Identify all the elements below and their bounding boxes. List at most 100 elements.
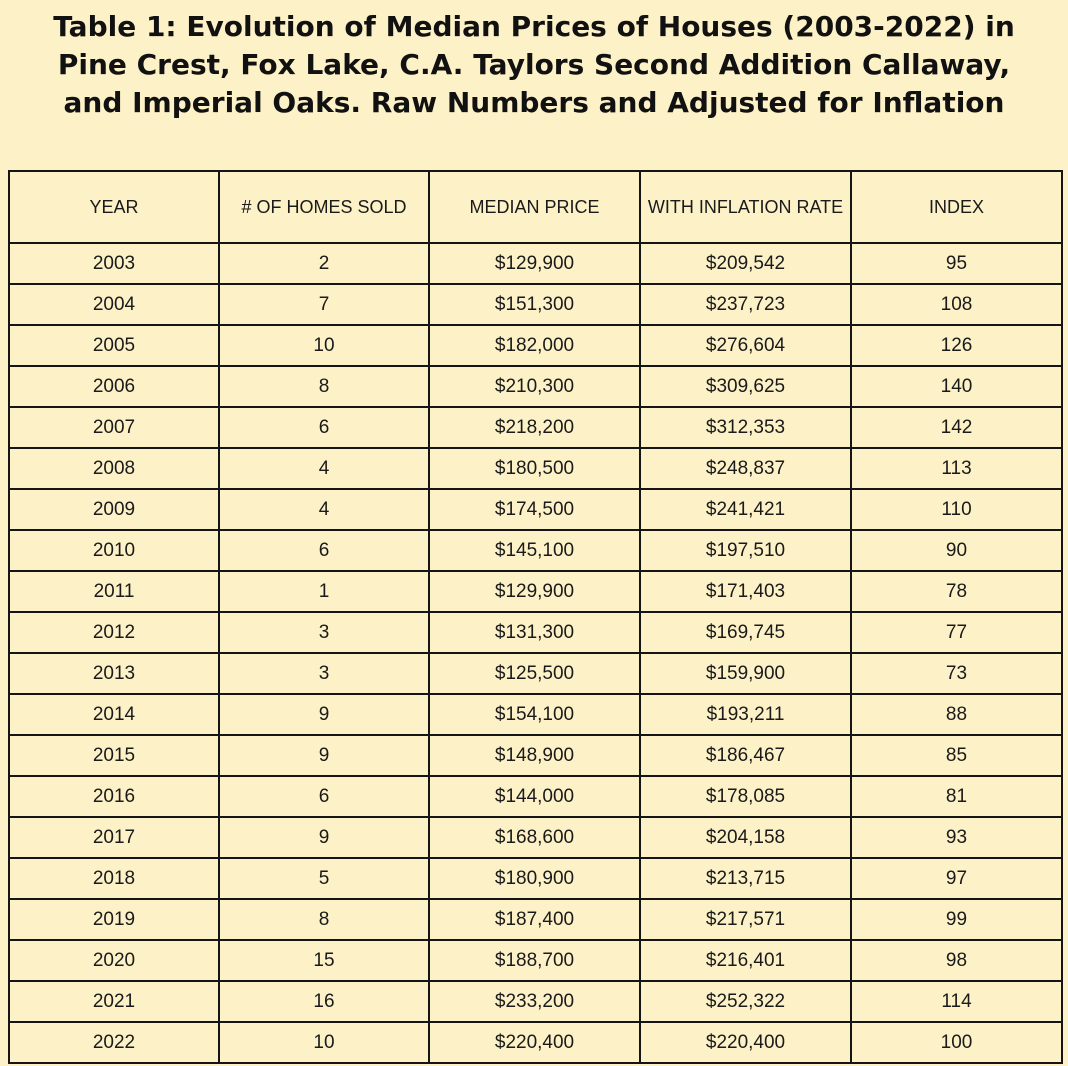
cell-inflation-price: $217,571 (639, 898, 852, 941)
table-row: 2009 4 $174,500 $241,421 110 (8, 488, 1063, 531)
table-row: 2016 6 $144,000 $178,085 81 (8, 775, 1063, 818)
table-row: 2007 6 $218,200 $312,353 142 (8, 406, 1063, 449)
cell-inflation-price: $193,211 (639, 693, 852, 736)
table-row: 2022 10 $220,400 $220,400 100 (8, 1021, 1063, 1064)
cell-median-price: $144,000 (428, 775, 641, 818)
cell-homes-sold: 9 (218, 734, 430, 777)
cell-median-price: $148,900 (428, 734, 641, 777)
cell-inflation-price: $237,723 (639, 283, 852, 326)
cell-inflation-price: $186,467 (639, 734, 852, 777)
cell-inflation-price: $216,401 (639, 939, 852, 982)
cell-inflation-price: $309,625 (639, 365, 852, 408)
header-inflation-rate: WITH INFLATION RATE (639, 170, 852, 244)
cell-year: 2015 (8, 734, 220, 777)
cell-homes-sold: 3 (218, 652, 430, 695)
cell-year: 2006 (8, 365, 220, 408)
table-row: 2014 9 $154,100 $193,211 88 (8, 693, 1063, 736)
median-prices-table: YEAR # OF HOMES SOLD MEDIAN PRICE WITH I… (8, 170, 1063, 1064)
header-index: INDEX (850, 170, 1063, 244)
cell-year: 2017 (8, 816, 220, 859)
cell-year: 2005 (8, 324, 220, 367)
cell-homes-sold: 1 (218, 570, 430, 613)
cell-index: 81 (850, 775, 1063, 818)
table-row: 2005 10 $182,000 $276,604 126 (8, 324, 1063, 367)
table-row: 2006 8 $210,300 $309,625 140 (8, 365, 1063, 408)
cell-median-price: $182,000 (428, 324, 641, 367)
cell-index: 142 (850, 406, 1063, 449)
cell-year: 2021 (8, 980, 220, 1023)
cell-median-price: $218,200 (428, 406, 641, 449)
table-row: 2019 8 $187,400 $217,571 99 (8, 898, 1063, 941)
cell-year: 2011 (8, 570, 220, 613)
cell-year: 2013 (8, 652, 220, 695)
cell-homes-sold: 10 (218, 1021, 430, 1064)
cell-median-price: $129,900 (428, 570, 641, 613)
cell-median-price: $180,500 (428, 447, 641, 490)
cell-index: 113 (850, 447, 1063, 490)
table-row: 2013 3 $125,500 $159,900 73 (8, 652, 1063, 695)
cell-year: 2009 (8, 488, 220, 531)
table-row: 2021 16 $233,200 $252,322 114 (8, 980, 1063, 1023)
cell-index: 88 (850, 693, 1063, 736)
cell-year: 2012 (8, 611, 220, 654)
table-row: 2008 4 $180,500 $248,837 113 (8, 447, 1063, 490)
cell-year: 2022 (8, 1021, 220, 1064)
cell-index: 78 (850, 570, 1063, 613)
cell-year: 2020 (8, 939, 220, 982)
cell-index: 93 (850, 816, 1063, 859)
cell-median-price: $233,200 (428, 980, 641, 1023)
title-line-3: and Imperial Oaks. Raw Numbers and Adjus… (63, 86, 1005, 119)
cell-index: 97 (850, 857, 1063, 900)
cell-inflation-price: $220,400 (639, 1021, 852, 1064)
header-row: YEAR # OF HOMES SOLD MEDIAN PRICE WITH I… (8, 170, 1063, 244)
cell-index: 98 (850, 939, 1063, 982)
cell-year: 2010 (8, 529, 220, 572)
cell-median-price: $210,300 (428, 365, 641, 408)
cell-inflation-price: $248,837 (639, 447, 852, 490)
cell-homes-sold: 8 (218, 898, 430, 941)
cell-inflation-price: $159,900 (639, 652, 852, 695)
table-row: 2011 1 $129,900 $171,403 78 (8, 570, 1063, 613)
cell-year: 2008 (8, 447, 220, 490)
cell-inflation-price: $252,322 (639, 980, 852, 1023)
cell-index: 99 (850, 898, 1063, 941)
table-row: 2015 9 $148,900 $186,467 85 (8, 734, 1063, 777)
cell-homes-sold: 9 (218, 816, 430, 859)
cell-index: 110 (850, 488, 1063, 531)
cell-inflation-price: $171,403 (639, 570, 852, 613)
cell-homes-sold: 16 (218, 980, 430, 1023)
cell-homes-sold: 9 (218, 693, 430, 736)
cell-homes-sold: 8 (218, 365, 430, 408)
cell-index: 95 (850, 242, 1063, 285)
cell-homes-sold: 15 (218, 939, 430, 982)
table-row: 2020 15 $188,700 $216,401 98 (8, 939, 1063, 982)
cell-inflation-price: $169,745 (639, 611, 852, 654)
cell-homes-sold: 3 (218, 611, 430, 654)
cell-median-price: $220,400 (428, 1021, 641, 1064)
cell-index: 73 (850, 652, 1063, 695)
cell-index: 100 (850, 1021, 1063, 1064)
header-median-price: MEDIAN PRICE (428, 170, 641, 244)
cell-inflation-price: $178,085 (639, 775, 852, 818)
cell-inflation-price: $204,158 (639, 816, 852, 859)
cell-median-price: $131,300 (428, 611, 641, 654)
cell-homes-sold: 10 (218, 324, 430, 367)
cell-index: 108 (850, 283, 1063, 326)
title-line-1: Table 1: Evolution of Median Prices of H… (53, 10, 1015, 43)
cell-year: 2003 (8, 242, 220, 285)
cell-homes-sold: 4 (218, 488, 430, 531)
cell-inflation-price: $241,421 (639, 488, 852, 531)
table-body: 2003 2 $129,900 $209,542 95 2004 7 $151,300 $237… (8, 242, 1063, 1064)
cell-homes-sold: 6 (218, 529, 430, 572)
cell-homes-sold: 7 (218, 283, 430, 326)
cell-year: 2019 (8, 898, 220, 941)
cell-median-price: $180,900 (428, 857, 641, 900)
cell-year: 2004 (8, 283, 220, 326)
table-row: 2003 2 $129,900 $209,542 95 (8, 242, 1063, 285)
cell-median-price: $125,500 (428, 652, 641, 695)
cell-index: 77 (850, 611, 1063, 654)
cell-index: 85 (850, 734, 1063, 777)
table-title: Table 1: Evolution of Median Prices of H… (0, 8, 1068, 122)
cell-inflation-price: $197,510 (639, 529, 852, 572)
cell-inflation-price: $213,715 (639, 857, 852, 900)
